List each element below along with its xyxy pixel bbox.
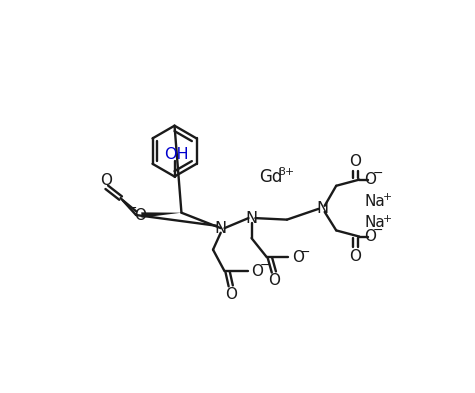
Text: N: N <box>246 211 257 226</box>
Text: O: O <box>225 287 237 302</box>
Text: OH: OH <box>164 147 189 162</box>
Polygon shape <box>141 212 181 218</box>
Text: O: O <box>268 273 280 288</box>
Text: N: N <box>316 201 328 217</box>
Text: O: O <box>364 172 376 187</box>
Text: O: O <box>292 250 304 265</box>
Text: +: + <box>383 192 392 202</box>
Text: O: O <box>100 173 112 188</box>
Text: O: O <box>350 249 361 264</box>
Text: −: − <box>127 202 137 215</box>
Text: Na: Na <box>365 194 386 209</box>
Text: Na: Na <box>365 215 386 230</box>
Text: O: O <box>364 229 376 244</box>
Text: +: + <box>383 214 392 224</box>
Text: −: − <box>372 167 383 180</box>
Text: −: − <box>300 246 311 259</box>
Text: O: O <box>350 154 361 169</box>
Text: O: O <box>134 208 146 222</box>
Text: N: N <box>215 220 227 236</box>
Text: 3+: 3+ <box>278 167 294 177</box>
Text: Gd: Gd <box>259 167 283 185</box>
Text: −: − <box>259 259 270 272</box>
Text: −: − <box>372 224 383 237</box>
Text: O: O <box>251 264 263 279</box>
